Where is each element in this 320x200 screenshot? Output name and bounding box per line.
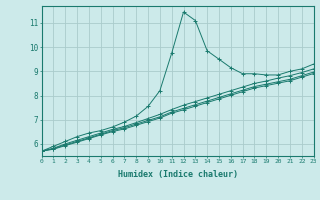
X-axis label: Humidex (Indice chaleur): Humidex (Indice chaleur): [118, 170, 237, 179]
